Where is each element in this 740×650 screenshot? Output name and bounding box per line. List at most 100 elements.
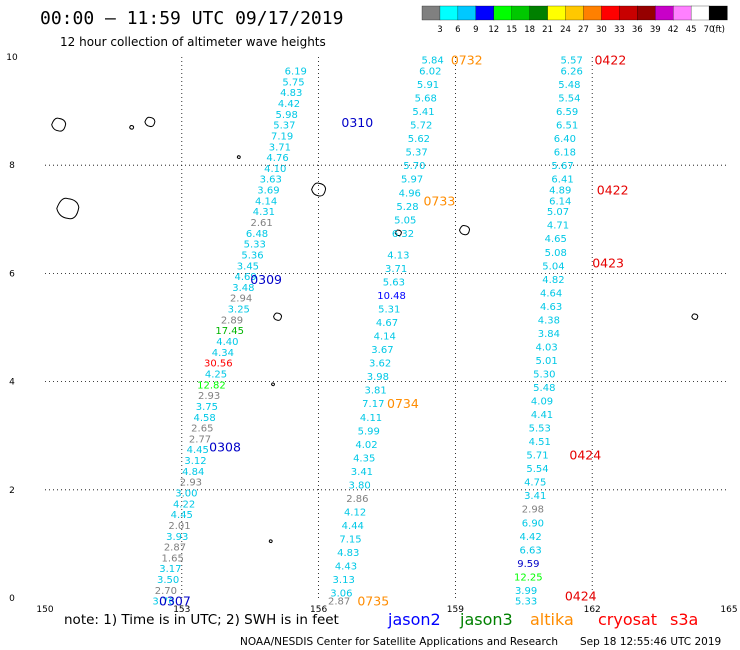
pass-time-label: 0734 [387,396,419,411]
colorbar-swatch [708,5,728,21]
satellite-legend: jason2 jason3 altika cryosat s3a [387,610,698,629]
wave-height-point: 5.37 [273,121,295,132]
island-outline [311,182,327,197]
colorbar-tick-label: 24 [560,25,571,35]
wave-height-point: 6.48 [246,229,268,240]
wave-height-point: 4.11 [360,413,382,424]
legend-entry-cryosat: cryosat [598,610,657,629]
wave-height-point: 17.45 [215,326,244,337]
colorbar-swatch [637,5,656,21]
pass-time-label: 0308 [209,440,241,455]
colorbar-tick-label: 12 [488,25,499,35]
wave-height-point: 5.71 [526,451,548,462]
wave-height-point: 4.31 [253,207,275,218]
wave-height-point: 3.80 [349,480,371,491]
wave-height-point: 4.09 [531,397,553,408]
wave-height-point: 4.82 [542,275,564,286]
colorbar-tick-label: 39 [650,25,661,35]
wave-height-point: 2.70 [155,586,177,597]
wave-height-point: 4.14 [255,196,277,207]
colorbar-swatch [475,5,495,21]
wave-height-point: 5.30 [533,369,555,380]
wave-height-point: 4.14 [374,332,396,343]
wave-height-point: 3.75 [196,402,218,413]
pass-time-labels: 0310 0309 0308 0307 0732 0733 0734 0735 0422 0422… [159,53,629,609]
wave-height-point: 5.48 [558,80,580,91]
footer-note: note: 1) Time is in UTC; 2) SWH is in fe… [64,612,339,628]
colorbar-swatch [690,5,710,21]
island-outline [458,224,471,236]
colorbar-swatch [529,5,549,21]
wave-height-point: 2.89 [221,315,243,326]
colorbar-swatch [493,5,513,21]
wave-height-point: 3.41 [351,467,373,478]
wave-height-point: 3.62 [369,359,391,370]
pass-time-label: 0424 [565,588,597,603]
island-outline [394,229,402,237]
y-tick-label: 0 [9,594,15,604]
colorbar-swatch [511,5,531,21]
wave-height-point: 4.75 [524,478,546,489]
wave-height-point: 3.93 [166,532,188,543]
page-title: 00:00 – 11:59 UTC 09/17/2019 [40,8,343,29]
colorbar-swatch [439,5,459,21]
wave-height-point: 4.96 [399,188,421,199]
wave-height-point: 30.56 [204,359,233,370]
colorbar-unit: (ft) [712,25,725,35]
wave-height-point: 2.86 [346,494,368,505]
pass-time-label: 0735 [357,594,389,609]
x-tick-label: 165 [720,605,737,615]
x-tick-label: 162 [584,605,601,615]
wave-height-point: 4.67 [376,318,398,329]
wave-height-point: 5.97 [401,175,423,186]
wave-height-point: 3.84 [538,329,560,340]
wave-height-point: 4.89 [549,186,571,197]
colorbar-swatch [565,5,585,21]
x-tick-label: 159 [447,605,464,615]
y-tick-label: 8 [9,161,15,171]
wave-height-point: 5.54 [526,464,548,475]
wave-height-point: 3.48 [232,283,254,294]
wave-height-point: 3.98 [367,372,389,383]
wave-height-point: 4.42 [278,99,300,110]
wave-height-point: 6.32 [392,229,414,240]
wave-height-point: 6.40 [554,134,576,145]
wave-height-point: 5.31 [378,305,400,316]
legend-entry-s3a: s3a [670,610,698,629]
pass-time-label: 0423 [592,256,624,271]
wave-height-point: 5.04 [542,261,564,272]
wave-height-point: 5.57 [561,56,583,67]
wave-height-point: 3.13 [333,575,355,586]
wave-height-point: 5.70 [403,161,425,172]
wave-height-point: 6.26 [561,67,583,78]
island-outline [129,124,135,130]
island-outline [144,116,156,128]
wave-height-point: 5.01 [535,356,557,367]
legend-entry-altika: altika [530,610,574,629]
wave-height-point: 12.82 [197,380,226,391]
pass-time-label: 0424 [569,448,601,463]
island-outline [273,312,283,321]
wave-height-point: 5.54 [558,94,580,105]
pass-time-label: 0422 [597,183,629,198]
colorbar-tick-label: 6 [455,25,460,35]
wave-height-point: 3.25 [228,305,250,316]
wave-height-point: 2.65 [191,424,213,435]
colorbar-tick-label: 9 [473,25,478,35]
wave-height-point: 4.42 [520,532,542,543]
wave-height-point: 5.68 [415,94,437,105]
colorbar-tick-label: 15 [506,25,517,35]
island-outline [56,197,80,220]
wave-height-point: 6.63 [520,545,542,556]
wave-height-point: 5.05 [394,215,416,226]
wave-height-point: 5.37 [406,148,428,159]
colorbar-swatch [583,5,602,21]
wave-height-point: 5.98 [276,110,298,121]
wave-height-point: 4.58 [193,413,215,424]
wave-height-point: 4.45 [187,445,209,456]
wave-height-point: 5.33 [515,597,537,608]
colorbar-tick-label: 3 [437,25,442,35]
colorbar-tick-label: 42 [668,25,679,35]
x-tick-label: 150 [36,605,53,615]
